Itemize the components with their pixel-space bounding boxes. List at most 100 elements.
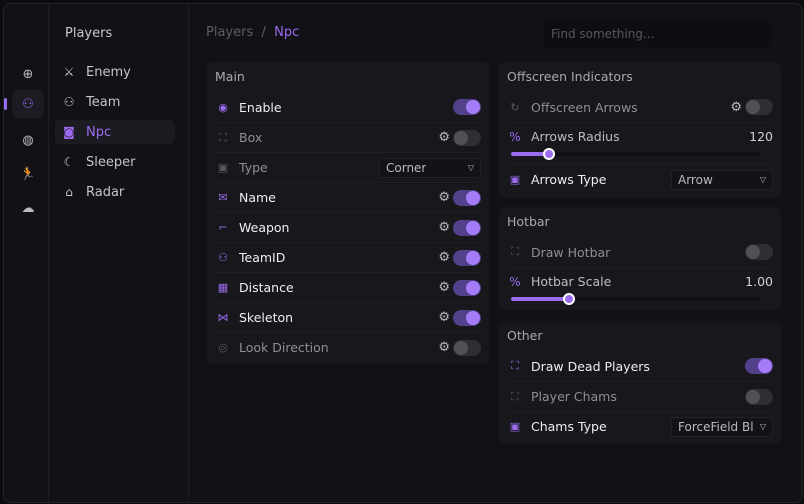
- breadcrumb-separator: /: [261, 25, 266, 40]
- slider-fill: [511, 297, 569, 301]
- panel-title: Hotbar: [507, 214, 550, 229]
- setting-label: Arrows Radius: [531, 129, 620, 144]
- gear-icon[interactable]: ⚙: [438, 220, 450, 235]
- sidebar-item-sleeper[interactable]: ☾ Sleeper: [55, 150, 175, 174]
- setting-label: Arrows Type: [531, 172, 607, 187]
- breadcrumb-players[interactable]: Players: [206, 25, 254, 40]
- focus-icon: ⛶: [511, 359, 519, 372]
- hotbar-scale-slider[interactable]: [511, 293, 761, 305]
- setting-enable: ◉ Enable: [215, 92, 481, 122]
- setting-label: Weapon: [239, 220, 290, 235]
- setting-label: Distance: [239, 280, 294, 295]
- chams-type-dropdown[interactable]: ForceField Bl ▽: [671, 416, 773, 437]
- teamid-toggle[interactable]: [453, 249, 481, 266]
- offscreen-icon: ↻: [510, 100, 520, 114]
- gear-icon[interactable]: ⚙: [438, 190, 450, 205]
- chevron-down-icon: ▽: [467, 163, 474, 172]
- chevron-down-icon: ▽: [759, 422, 766, 431]
- type-icon: ▣: [217, 161, 229, 174]
- distance-toggle[interactable]: [453, 279, 481, 296]
- name-toggle[interactable]: [453, 189, 481, 206]
- gun-icon: ⌐: [218, 221, 228, 234]
- sidebar-item-label: Npc: [86, 124, 112, 140]
- draw-dead-players-toggle[interactable]: [745, 358, 773, 374]
- focus-icon: ⛶: [511, 389, 519, 403]
- enemy-icon: ⚔: [63, 65, 75, 79]
- gear-icon[interactable]: ⚙: [438, 340, 450, 355]
- percent-icon: %: [509, 274, 521, 289]
- dropdown-value: Corner: [386, 160, 427, 175]
- box-icon: ⛶: [219, 130, 227, 144]
- gear-icon[interactable]: ⚙: [730, 99, 742, 115]
- arrows-type-dropdown[interactable]: Arrow ▽: [671, 169, 773, 190]
- envelope-icon: ✉: [218, 191, 228, 204]
- setting-chams-type: ▣ Chams Type ForceField Bl ▽: [507, 411, 773, 441]
- radar-home-icon: ⌂: [65, 185, 73, 199]
- rail-button-cloud[interactable]: ☁: [12, 194, 44, 222]
- gear-icon[interactable]: ⚙: [438, 130, 450, 145]
- sidebar-item-npc[interactable]: ◙ Npc: [55, 120, 175, 144]
- setting-label: Enable: [239, 99, 282, 115]
- skeleton-toggle[interactable]: [453, 309, 481, 326]
- gear-icon[interactable]: ⚙: [438, 310, 450, 325]
- dropdown-value: ForceField Bl: [678, 419, 754, 434]
- sidebar-item-enemy[interactable]: ⚔ Enemy: [55, 60, 175, 84]
- player-chams-toggle[interactable]: [745, 388, 773, 405]
- slider-handle[interactable]: [542, 148, 555, 160]
- robot-icon: ◙: [63, 125, 75, 139]
- gear-icon[interactable]: ⚙: [438, 280, 450, 295]
- type-icon: ▣: [509, 420, 521, 433]
- arrows-radius-slider[interactable]: [511, 148, 761, 160]
- icon-rail: ⊕ ⚇ ◍ 🏃 ☁: [4, 4, 49, 502]
- gear-icon[interactable]: ⚙: [438, 250, 450, 265]
- setting-label: Offscreen Arrows: [531, 99, 638, 115]
- setting-label: Box: [239, 130, 263, 145]
- box-toggle[interactable]: [453, 129, 481, 146]
- type-dropdown[interactable]: Corner ▽: [379, 157, 481, 178]
- setting-label: Hotbar Scale: [531, 274, 612, 289]
- percent-icon: %: [509, 129, 521, 144]
- breadcrumb: Players / Npc: [206, 25, 299, 40]
- sidebar-item-radar[interactable]: ⌂ Radar: [55, 180, 175, 204]
- rail-button-globe[interactable]: ◍: [12, 126, 44, 154]
- enable-toggle[interactable]: [453, 99, 481, 115]
- toggle-icon: ◉: [218, 100, 228, 114]
- crosshair-icon: ⊕: [22, 66, 34, 82]
- setting-label: Chams Type: [531, 419, 607, 434]
- setting-type: ▣ Type Corner ▽: [215, 152, 481, 182]
- cloud-icon: ☁: [21, 200, 35, 216]
- type-icon: ▣: [509, 173, 521, 186]
- sidebar-item-label: Sleeper: [86, 154, 136, 170]
- sidebar-item-team[interactable]: ⚇ Team: [55, 90, 175, 114]
- search-input[interactable]: [543, 21, 771, 47]
- panel-title: Offscreen Indicators: [507, 69, 633, 84]
- dropdown-value: Arrow: [678, 172, 713, 187]
- offscreen-arrows-toggle[interactable]: [745, 99, 773, 115]
- setting-teamid: ⚇ TeamID ⚙: [215, 242, 481, 272]
- eye-off-icon: ◎: [218, 341, 228, 354]
- running-icon: 🏃: [19, 166, 37, 182]
- look-direction-toggle[interactable]: [453, 339, 481, 356]
- weapon-toggle[interactable]: [453, 219, 481, 236]
- chevron-down-icon: ▽: [759, 175, 766, 184]
- draw-hotbar-toggle[interactable]: [745, 244, 773, 260]
- setting-label: Name: [239, 190, 276, 205]
- slider-fill: [511, 152, 549, 156]
- setting-label: Player Chams: [531, 389, 617, 404]
- setting-label: TeamID: [239, 250, 286, 265]
- setting-label: Draw Hotbar: [531, 244, 611, 260]
- rail-button-running[interactable]: 🏃: [12, 160, 44, 188]
- slider-handle[interactable]: [562, 293, 575, 305]
- panel-main: Main ◉ Enable ⛶ Box ⚙ ▣ Type Corner ▽ ✉ Name ⚙ ⌐ Weapo…: [207, 62, 489, 364]
- rail-button-players[interactable]: ⚇: [12, 90, 44, 118]
- globe-icon: ◍: [22, 132, 34, 148]
- setting-offscreen-arrows: ↻ Offscreen Arrows ⚙: [507, 92, 773, 122]
- focus-icon: ⛶: [511, 245, 519, 258]
- slider-value: 1.00: [745, 274, 773, 289]
- setting-box: ⛶ Box ⚙: [215, 122, 481, 152]
- setting-look-direction: ◎ Look Direction ⚙: [215, 332, 481, 362]
- sidebar-item-label: Radar: [86, 184, 125, 200]
- rail-button-crosshair[interactable]: ⊕: [12, 60, 44, 88]
- setting-label: Look Direction: [239, 340, 329, 355]
- setting-draw-dead-players: ⛶ Draw Dead Players: [507, 351, 773, 381]
